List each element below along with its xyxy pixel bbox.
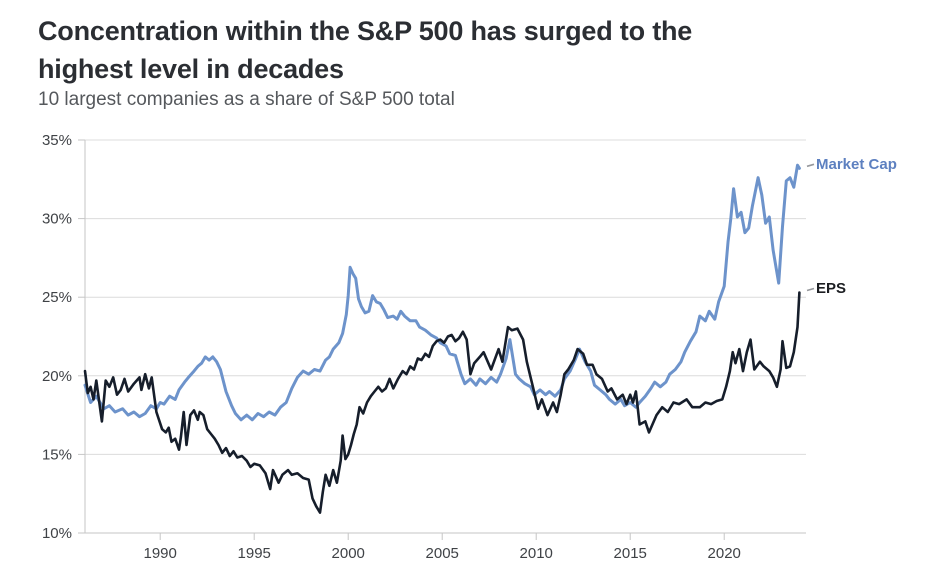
x-tick-label: 2010 — [520, 545, 553, 562]
x-tick-label: 2005 — [426, 545, 459, 562]
legend-dash — [806, 287, 815, 292]
y-tick-label: 10% — [42, 525, 72, 542]
legend-dash — [806, 163, 815, 168]
legend-eps-label: EPS — [816, 280, 847, 297]
y-tick-label: 15% — [42, 446, 72, 463]
y-tick-label: 25% — [42, 289, 72, 306]
x-tick-label: 2015 — [614, 545, 647, 562]
y-tick-label: 35% — [42, 132, 72, 149]
y-tick-label: 20% — [42, 368, 72, 385]
chart-title: Concentration within the S&P 500 has sur… — [38, 16, 693, 84]
x-tick-label: 1990 — [144, 545, 177, 562]
market-cap-line — [83, 163, 801, 422]
legend-market-cap-label: Market Cap — [816, 156, 897, 173]
chart-subtitle: 10 largest companies as a share of S&P 5… — [38, 89, 455, 110]
eps-line — [83, 291, 801, 514]
x-tick-label: 2020 — [708, 545, 741, 562]
x-tick-label: 2000 — [332, 545, 365, 562]
y-tick-label: 30% — [42, 211, 72, 228]
x-tick-label: 1995 — [238, 545, 271, 562]
